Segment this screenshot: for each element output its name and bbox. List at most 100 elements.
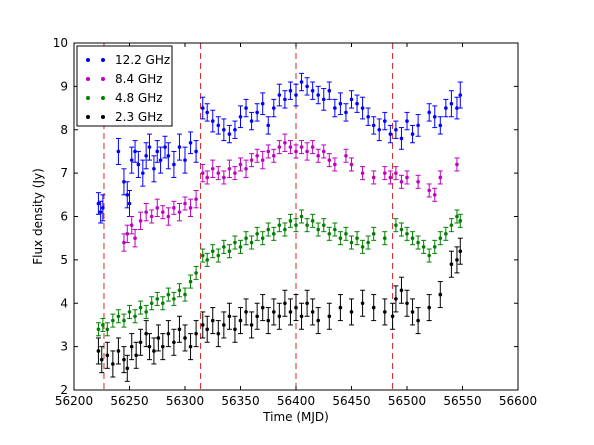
marker: [116, 314, 121, 319]
data-point: [437, 170, 443, 185]
marker: [458, 93, 463, 97]
data-point: [200, 248, 206, 263]
data-point: [282, 222, 288, 237]
marker: [449, 262, 454, 267]
marker: [371, 305, 376, 310]
data-point: [188, 198, 194, 217]
data-point: [326, 81, 332, 100]
data-point: [188, 274, 194, 289]
data-point: [310, 81, 316, 100]
data-point: [448, 90, 454, 118]
data-point: [293, 83, 299, 107]
marker: [410, 236, 415, 240]
data-point: [129, 216, 135, 235]
marker: [432, 114, 437, 119]
marker: [227, 249, 232, 253]
data-point: [254, 302, 260, 330]
marker: [144, 210, 148, 214]
legend-label: 2.3 GHz: [115, 110, 163, 124]
data-point: [143, 304, 149, 319]
x-tick-label: 56250: [110, 394, 148, 408]
marker: [383, 236, 387, 240]
data-point: [371, 294, 377, 322]
marker: [438, 292, 443, 297]
data-point: [360, 96, 366, 120]
axis-ticks: 56200 56250 56300 56350 56400 56450 56500 56550…: [53, 36, 537, 408]
y-tick-label: 6: [60, 210, 68, 224]
y-tick-label: 10: [53, 36, 68, 50]
data-point: [404, 111, 410, 131]
marker: [438, 236, 443, 240]
data-point: [432, 187, 438, 202]
marker: [366, 240, 370, 245]
marker: [138, 305, 143, 310]
data-point: [265, 307, 271, 335]
marker: [136, 162, 141, 167]
marker: [177, 145, 182, 149]
marker: [127, 201, 132, 206]
marker: [449, 223, 454, 227]
data-point: [304, 289, 310, 317]
marker: [210, 249, 215, 253]
data-point: [426, 294, 432, 322]
data-point: [457, 237, 463, 265]
data-series: [95, 72, 463, 382]
event-lines: [103, 43, 394, 390]
data-point: [371, 116, 377, 135]
data-point: [260, 92, 266, 116]
data-point: [176, 133, 182, 161]
marker: [438, 123, 443, 128]
marker: [96, 201, 101, 206]
marker: [371, 175, 376, 180]
marker: [194, 271, 198, 275]
data-point: [448, 218, 454, 233]
data-point: [100, 194, 106, 222]
data-point: [135, 150, 141, 178]
marker: [216, 123, 221, 128]
marker: [238, 162, 243, 167]
marker: [355, 101, 359, 106]
data-point: [404, 289, 410, 317]
data-point: [200, 163, 206, 183]
data-point: [149, 296, 155, 311]
data-point: [276, 218, 282, 233]
legend-item: 8.4 GHz: [86, 72, 163, 86]
data-point: [188, 333, 194, 361]
data-point: [165, 287, 171, 302]
data-point: [376, 118, 382, 142]
data-point: [215, 248, 221, 263]
data-point: [104, 322, 110, 337]
marker: [394, 171, 398, 175]
marker: [125, 232, 130, 236]
data-point: [410, 298, 416, 326]
marker: [172, 162, 176, 167]
marker: [122, 180, 126, 184]
data-point: [360, 166, 366, 181]
marker: [111, 318, 115, 323]
data-point: [204, 252, 210, 267]
marker: [455, 106, 459, 110]
data-point: [193, 140, 199, 163]
data-point: [271, 226, 277, 241]
marker: [244, 310, 248, 314]
marker: [458, 219, 463, 223]
marker: [371, 123, 376, 128]
marker: [260, 305, 265, 310]
data-point: [138, 300, 144, 315]
marker: [394, 297, 398, 301]
data-point: [210, 109, 216, 133]
marker: [305, 301, 309, 306]
data-point: [337, 92, 343, 116]
data-point: [349, 157, 354, 172]
marker: [399, 136, 404, 141]
legend-marker: [101, 77, 105, 81]
data-point: [215, 166, 221, 181]
marker: [333, 227, 337, 232]
data-point: [238, 239, 243, 254]
data-point: [457, 213, 463, 228]
legend-box: [76, 45, 173, 127]
data-point: [249, 153, 255, 168]
data-point: [299, 72, 305, 92]
x-tick-label: 56550: [443, 394, 481, 408]
marker: [383, 310, 387, 314]
